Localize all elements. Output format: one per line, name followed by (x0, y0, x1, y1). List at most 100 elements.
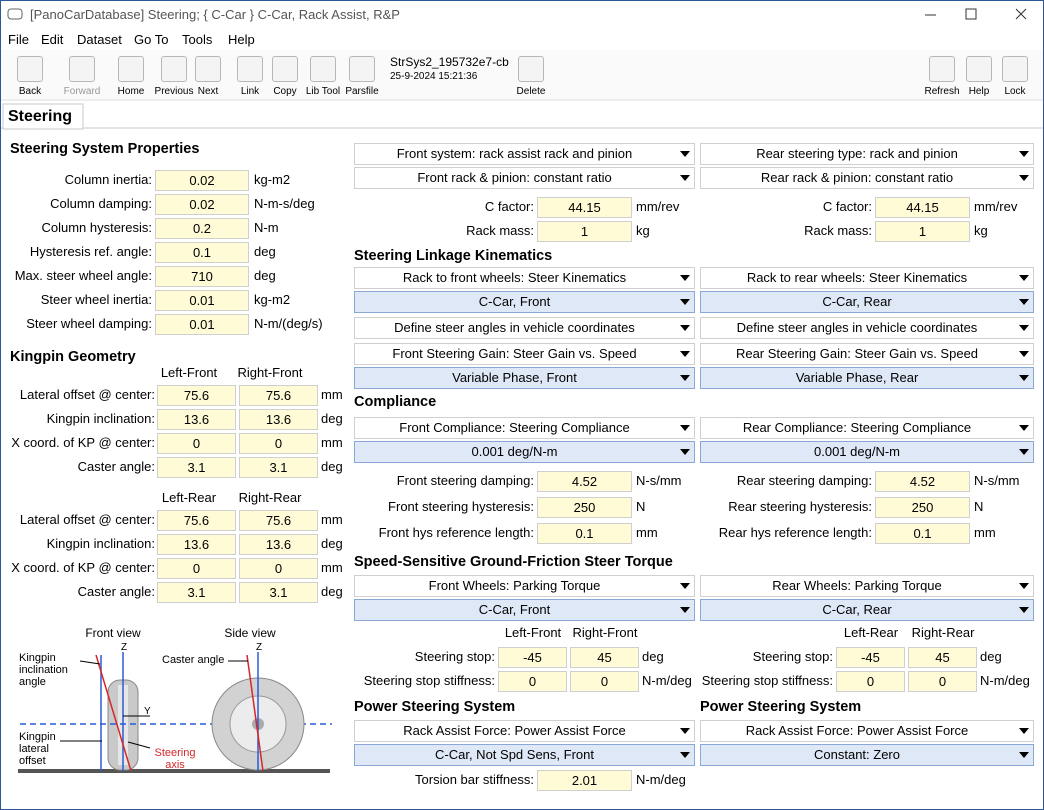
field-input[interactable]: 75.6 (157, 510, 236, 531)
field-input[interactable]: 3.1 (157, 457, 236, 478)
menu-item[interactable]: Dataset (77, 32, 122, 47)
dropdown[interactable]: Rear Wheels: Parking Torque (700, 575, 1034, 597)
toolbar-icon[interactable] (966, 56, 992, 82)
field-input[interactable]: 4.52 (875, 471, 970, 492)
field-input[interactable]: 0 (908, 671, 977, 692)
field-input[interactable]: 45 (908, 647, 977, 668)
field-input[interactable]: 0 (836, 671, 905, 692)
dropdown[interactable]: Front Compliance: Steering Compliance (354, 417, 695, 439)
field-input[interactable]: 75.6 (157, 385, 236, 406)
field-input[interactable]: 0 (570, 671, 639, 692)
field-input[interactable]: -45 (498, 647, 567, 668)
toolbar-label[interactable]: Help (968, 86, 990, 97)
field-input[interactable]: 0.1 (875, 523, 970, 544)
field-input[interactable]: 13.6 (239, 409, 318, 430)
menu-item[interactable]: Tools (182, 32, 213, 47)
toolbar-icon[interactable] (929, 56, 955, 82)
field-input[interactable]: 75.6 (239, 385, 318, 406)
dropdown[interactable]: Define steer angles in vehicle coordinat… (700, 317, 1034, 339)
dropdown[interactable]: C-Car, Front (354, 599, 695, 621)
field-input[interactable]: 13.6 (157, 534, 236, 555)
menu-item[interactable]: Go To (134, 32, 169, 47)
dropdown[interactable]: Front Steering Gain: Steer Gain vs. Spee… (354, 343, 695, 365)
dropdown[interactable]: Rear rack & pinion: constant ratio (700, 167, 1034, 189)
toolbar-label[interactable]: Delete (516, 86, 546, 97)
toolbar-icon[interactable] (17, 56, 43, 82)
field-input[interactable]: 0.1 (537, 523, 632, 544)
dropdown[interactable]: Front rack & pinion: constant ratio (354, 167, 695, 189)
dropdown[interactable]: C-Car, Rear (700, 599, 1034, 621)
menu-item[interactable]: Help (228, 32, 255, 47)
field-input[interactable]: 0 (157, 433, 236, 454)
field-input[interactable]: 4.52 (537, 471, 632, 492)
field-input[interactable]: 710 (155, 266, 249, 287)
toolbar-icon[interactable] (310, 56, 336, 82)
dropdown[interactable]: Front system: rack assist rack and pinio… (354, 143, 695, 165)
dropdown[interactable]: Rear Steering Gain: Steer Gain vs. Speed (700, 343, 1034, 365)
toolbar-icon[interactable] (518, 56, 544, 82)
field-input[interactable]: 0.02 (155, 170, 249, 191)
toolbar-icon[interactable] (161, 56, 187, 82)
toolbar-icon[interactable] (349, 56, 375, 82)
field-input[interactable]: 3.1 (239, 582, 318, 603)
field-input[interactable]: 0.01 (155, 314, 249, 335)
field-input[interactable]: 44.15 (537, 197, 632, 218)
field-input[interactable]: 0.1 (155, 242, 249, 263)
field-input[interactable]: 45 (570, 647, 639, 668)
dropdown[interactable]: Rear steering type: rack and pinion (700, 143, 1034, 165)
toolbar-icon[interactable] (69, 56, 95, 82)
toolbar-label[interactable]: Previous (154, 86, 194, 97)
field-input[interactable]: 13.6 (239, 534, 318, 555)
field-input[interactable]: 44.15 (875, 197, 970, 218)
toolbar-label[interactable]: Refresh (924, 86, 960, 97)
dropdown[interactable]: Rack to rear wheels: Steer Kinematics (700, 267, 1034, 289)
field-input[interactable]: 250 (875, 497, 970, 518)
field-input[interactable]: 2.01 (537, 770, 632, 791)
maximize-button[interactable] (965, 8, 977, 20)
dropdown[interactable]: Define steer angles in vehicle coordinat… (354, 317, 695, 339)
toolbar-label[interactable]: Back (18, 86, 42, 97)
dropdown[interactable]: C-Car, Front (354, 291, 695, 313)
field-input[interactable]: 0 (157, 558, 236, 579)
toolbar-label[interactable]: Lock (1004, 86, 1026, 97)
toolbar-label[interactable]: Next (197, 86, 219, 97)
field-input[interactable]: 250 (537, 497, 632, 518)
dropdown[interactable]: 0.001 deg/N-m (700, 441, 1034, 463)
toolbar-label[interactable]: Home (117, 86, 145, 97)
toolbar-icon[interactable] (237, 56, 263, 82)
dropdown[interactable]: Rack Assist Force: Power Assist Force (700, 720, 1034, 742)
toolbar-icon[interactable] (272, 56, 298, 82)
dropdown[interactable]: Constant: Zero (700, 744, 1034, 766)
dropdown[interactable]: C-Car, Rear (700, 291, 1034, 313)
dropdown[interactable]: 0.001 deg/N-m (354, 441, 695, 463)
dropdown[interactable]: Variable Phase, Rear (700, 367, 1034, 389)
field-input[interactable]: 0 (239, 433, 318, 454)
toolbar-label[interactable]: Link (240, 86, 260, 97)
field-input[interactable]: 0.02 (155, 194, 249, 215)
toolbar-icon[interactable] (118, 56, 144, 82)
field-input[interactable]: 0.01 (155, 290, 249, 311)
field-input[interactable]: 0 (239, 558, 318, 579)
tab[interactable]: Steering (8, 108, 73, 125)
field-input[interactable]: 1 (875, 221, 970, 242)
menu-item[interactable]: File (8, 32, 29, 47)
dropdown[interactable]: Front Wheels: Parking Torque (354, 575, 695, 597)
field-input[interactable]: 3.1 (239, 457, 318, 478)
toolbar-icon[interactable] (195, 56, 221, 82)
field-input[interactable]: 1 (537, 221, 632, 242)
close-button[interactable] (1015, 8, 1027, 20)
dropdown[interactable]: Rear Compliance: Steering Compliance (700, 417, 1034, 439)
dropdown[interactable]: C-Car, Not Spd Sens, Front (354, 744, 695, 766)
menu-item[interactable]: Edit (41, 32, 64, 47)
toolbar-label[interactable]: Copy (273, 86, 297, 97)
field-input[interactable]: 3.1 (157, 582, 236, 603)
field-input[interactable]: 0.2 (155, 218, 249, 239)
field-input[interactable]: -45 (836, 647, 905, 668)
dropdown[interactable]: Rack Assist Force: Power Assist Force (354, 720, 695, 742)
field-input[interactable]: 13.6 (157, 409, 236, 430)
field-input[interactable]: 75.6 (239, 510, 318, 531)
field-input[interactable]: 0 (498, 671, 567, 692)
toolbar-icon[interactable] (1002, 56, 1028, 82)
dropdown[interactable]: Rack to front wheels: Steer Kinematics (354, 267, 695, 289)
toolbar-label[interactable]: Lib Tool (305, 86, 341, 97)
